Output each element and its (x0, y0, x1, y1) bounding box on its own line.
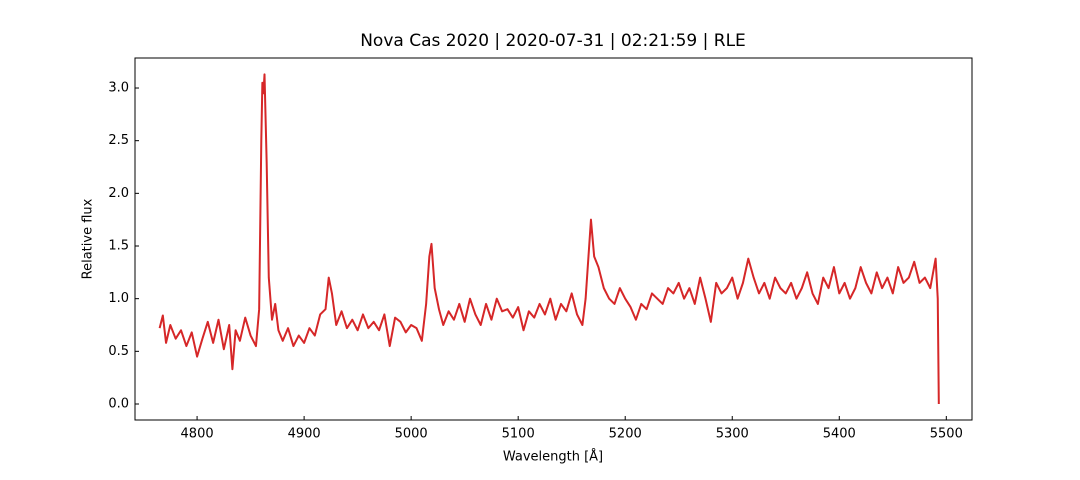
y-tick-label: 3.0 (108, 81, 129, 96)
spectrum-line (158, 73, 940, 405)
x-axis-label: Wavelength [Å] (503, 449, 603, 465)
x-tick-label: 5200 (609, 427, 642, 442)
chart-title: Nova Cas 2020 | 2020-07-31 | 02:21:59 | … (360, 31, 746, 51)
y-axis-label: Relative flux (81, 198, 96, 279)
x-tick-label: 5100 (502, 427, 535, 442)
plot-frame (134, 57, 973, 421)
y-tick-label: 0.0 (108, 396, 129, 411)
x-tick-label: 5500 (930, 427, 963, 442)
y-tick-label: 1.5 (108, 239, 129, 254)
y-tick-label: 0.5 (108, 344, 129, 359)
y-tick-label: 2.0 (108, 186, 129, 201)
x-tick-label: 4900 (288, 427, 321, 442)
x-tick-label: 5400 (823, 427, 856, 442)
y-tick-label: 1.0 (108, 291, 129, 306)
x-tick-label: 5300 (716, 427, 749, 442)
x-tick-label: 4800 (181, 427, 214, 442)
x-tick-label: 5000 (395, 427, 428, 442)
y-tick-label: 2.5 (108, 133, 129, 148)
